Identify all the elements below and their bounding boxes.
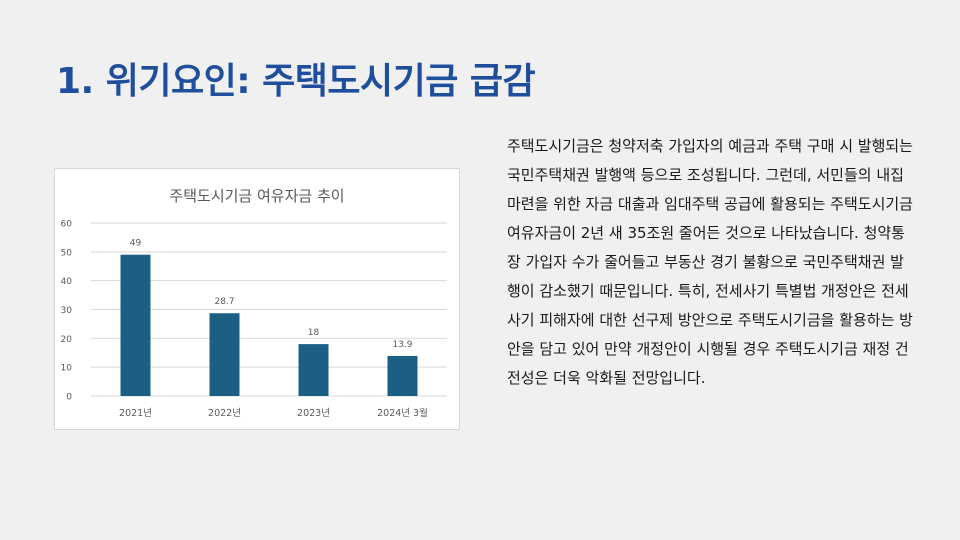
y-tick-label: 40 — [61, 277, 73, 287]
y-tick-label: 20 — [61, 335, 73, 345]
bar-value-label: 18 — [308, 328, 320, 338]
bar — [120, 254, 151, 396]
bar — [209, 313, 240, 396]
y-tick-label: 30 — [61, 306, 73, 316]
bar-value-label: 28.7 — [214, 297, 234, 307]
chart-title: 주택도시기금 여유자금 추이 — [169, 187, 344, 205]
x-tick-label: 2023년 — [297, 408, 330, 419]
y-tick-label: 50 — [61, 248, 73, 258]
bar — [298, 344, 329, 396]
body-paragraph: 주택도시기금은 청약저축 가입자의 예금과 주택 구매 시 발행되는 국민주택채… — [507, 137, 913, 387]
x-tick-label: 2021년 — [119, 408, 152, 419]
bar-value-label: 13.9 — [392, 340, 412, 350]
bar-value-label: 49 — [130, 239, 142, 249]
y-tick-label: 0 — [66, 393, 72, 403]
y-tick-label: 10 — [61, 364, 73, 374]
chart-card: 주택도시기금 여유자금 추이 0 10 20 30 40 50 60 49 2021년 28.7… — [54, 168, 460, 430]
bar — [387, 355, 418, 396]
slide-title: 1. 위기요인: 주택도시기금 급감 — [56, 61, 536, 102]
bar-chart: 주택도시기금 여유자금 추이 0 10 20 30 40 50 60 49 2021년 28.7… — [61, 187, 447, 419]
x-tick-label: 2024년 3월 — [377, 407, 428, 419]
y-tick-label: 60 — [61, 220, 73, 230]
x-tick-label: 2022년 — [208, 408, 241, 419]
